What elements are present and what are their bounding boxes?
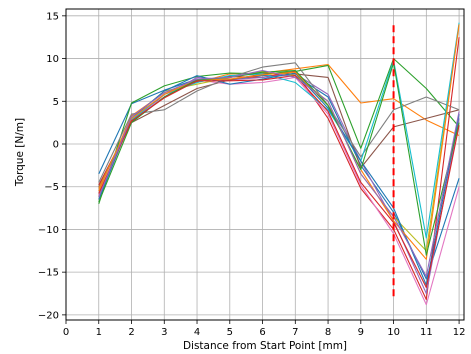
y-tick-label: 0	[53, 139, 59, 150]
x-tick-label: 10	[387, 327, 400, 338]
series-line-3	[98, 58, 460, 204]
series-line-14	[98, 75, 460, 289]
y-tick-label: −20	[38, 310, 59, 321]
series-lines	[98, 22, 460, 306]
y-tick-label: −15	[38, 268, 59, 279]
y-tick-label: 5	[53, 97, 59, 108]
x-tick-label: 12	[453, 327, 466, 338]
y-tick-label: −10	[38, 225, 59, 236]
y-axis-ticks: −20 −15 −10 −5 0 5 10 15	[38, 11, 66, 321]
x-tick-label: 0	[63, 327, 69, 338]
x-tick-label: 3	[161, 327, 167, 338]
x-tick-label: 5	[227, 327, 233, 338]
x-tick-label: 7	[292, 327, 298, 338]
x-tick-label: 8	[325, 327, 331, 338]
y-axis-label: Torque [N/m]	[14, 118, 26, 187]
series-line-15	[98, 69, 460, 277]
series-line-7	[98, 76, 460, 306]
x-axis-ticks: 0 1 2 3 4 5 6 7 8 9 10 11 12	[63, 320, 466, 338]
x-tick-label: 4	[194, 327, 200, 338]
x-axis-label: Distance from Start Point [mm]	[183, 340, 347, 352]
plot-frame	[65, 8, 465, 321]
x-tick-label: 11	[420, 327, 433, 338]
y-tick-label: 10	[46, 54, 59, 65]
x-tick-label: 1	[96, 327, 102, 338]
series-line-11	[98, 72, 460, 286]
x-tick-label: 6	[259, 327, 265, 338]
series-line-8	[98, 62, 460, 183]
y-tick-label: 15	[46, 11, 59, 22]
y-tick-label: −5	[44, 182, 59, 193]
x-tick-label: 9	[358, 327, 364, 338]
x-tick-label: 2	[128, 327, 134, 338]
